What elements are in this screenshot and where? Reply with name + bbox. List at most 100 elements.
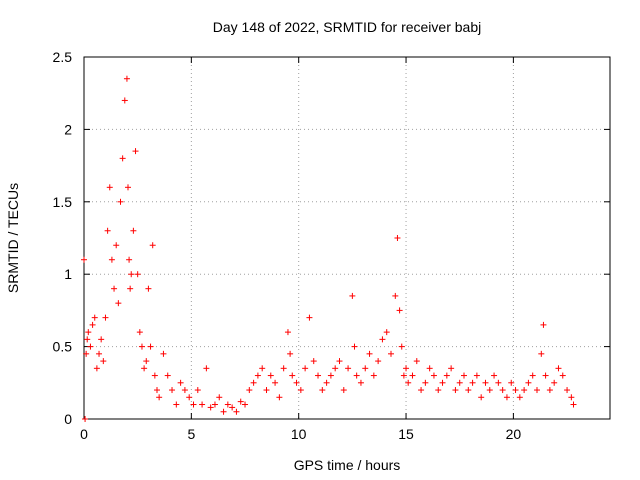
data-point xyxy=(534,387,541,394)
data-point xyxy=(546,387,553,394)
data-point xyxy=(516,394,523,401)
data-point xyxy=(83,350,90,357)
data-point xyxy=(104,227,111,234)
data-point xyxy=(302,365,309,372)
data-point xyxy=(145,285,152,292)
data-point xyxy=(128,271,135,278)
data-point xyxy=(216,394,223,401)
data-point xyxy=(207,404,214,411)
x-tick-label: 20 xyxy=(506,426,522,442)
data-point xyxy=(478,394,485,401)
data-point xyxy=(398,343,405,350)
data-point xyxy=(272,379,279,386)
x-axis-label: GPS time / hours xyxy=(294,457,401,473)
data-point xyxy=(98,336,105,343)
data-point xyxy=(529,372,536,379)
data-point xyxy=(336,358,343,365)
data-point xyxy=(461,372,468,379)
chart-title: Day 148 of 2022, SRMTID for receiver bab… xyxy=(213,19,481,35)
data-point xyxy=(153,387,160,394)
data-point xyxy=(194,387,201,394)
data-point xyxy=(199,401,206,408)
data-point xyxy=(495,379,502,386)
data-point xyxy=(123,75,130,82)
data-point xyxy=(538,350,545,357)
data-point xyxy=(87,343,94,350)
data-point xyxy=(126,256,133,263)
grid xyxy=(84,57,610,419)
data-point xyxy=(392,292,399,299)
data-point xyxy=(127,285,134,292)
data-point xyxy=(448,365,455,372)
data-point xyxy=(130,227,137,234)
data-point xyxy=(93,365,100,372)
data-point xyxy=(540,321,547,328)
data-point xyxy=(242,401,249,408)
data-point xyxy=(370,372,377,379)
data-point xyxy=(169,387,176,394)
data-point xyxy=(456,379,463,386)
data-point xyxy=(465,387,472,394)
data-point xyxy=(233,408,240,415)
data-point xyxy=(111,285,118,292)
data-point xyxy=(177,379,184,386)
data-point xyxy=(250,379,257,386)
data-point xyxy=(113,242,120,249)
data-point xyxy=(287,350,294,357)
y-tick-label: 0.5 xyxy=(53,339,73,355)
data-point xyxy=(229,404,236,411)
y-tick-label: 2 xyxy=(64,121,72,137)
data-point xyxy=(405,379,412,386)
data-point xyxy=(353,372,360,379)
data-point xyxy=(319,387,326,394)
y-tick-label: 2.5 xyxy=(53,49,73,65)
data-point xyxy=(151,372,158,379)
data-point xyxy=(141,365,148,372)
data-point xyxy=(136,329,143,336)
x-tick-label: 10 xyxy=(291,426,307,442)
data-point xyxy=(82,416,89,422)
data-point xyxy=(491,372,498,379)
data-point xyxy=(568,394,575,401)
data-point xyxy=(379,336,386,343)
data-point xyxy=(366,350,373,357)
data-point xyxy=(383,329,390,336)
data-points xyxy=(81,75,577,422)
data-point xyxy=(224,401,231,408)
data-point xyxy=(276,394,283,401)
y-tick-label: 0 xyxy=(64,411,72,427)
data-point xyxy=(85,329,92,336)
data-point xyxy=(418,387,425,394)
data-point xyxy=(570,401,577,408)
data-point xyxy=(134,271,141,278)
data-point xyxy=(409,372,416,379)
data-point xyxy=(349,292,356,299)
data-point xyxy=(473,372,480,379)
ticks: 0 5 10 15 20 0 0.5 1 1.5 2 2.5 xyxy=(53,49,610,442)
data-point xyxy=(211,401,218,408)
data-point xyxy=(254,372,261,379)
data-point xyxy=(315,372,322,379)
data-point xyxy=(323,379,330,386)
data-point xyxy=(512,387,519,394)
data-point xyxy=(396,307,403,314)
data-point xyxy=(119,155,126,162)
x-tick-label: 15 xyxy=(398,426,414,442)
data-point xyxy=(102,314,109,321)
data-point xyxy=(394,235,401,241)
data-point xyxy=(499,387,506,394)
data-point xyxy=(117,198,124,205)
data-point xyxy=(332,365,339,372)
data-point xyxy=(156,394,163,401)
data-point xyxy=(246,387,253,394)
data-point xyxy=(173,401,180,408)
data-point xyxy=(525,379,532,386)
x-tick-label: 5 xyxy=(187,426,195,442)
y-tick-label: 1.5 xyxy=(53,194,73,210)
data-point xyxy=(81,256,87,263)
data-point xyxy=(96,350,103,357)
data-point xyxy=(164,372,171,379)
data-point xyxy=(284,329,291,336)
data-point xyxy=(84,336,91,343)
data-point xyxy=(469,379,476,386)
